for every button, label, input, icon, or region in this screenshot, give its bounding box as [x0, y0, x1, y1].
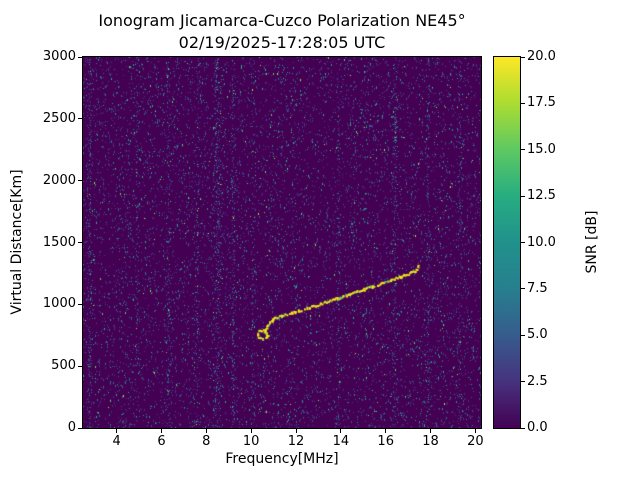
x-tick-mark [205, 429, 207, 433]
y-tick-label: 1000 [42, 296, 76, 312]
y-tick-mark [78, 56, 82, 58]
x-tick-label: 20 [467, 434, 484, 449]
x-tick-mark [474, 429, 476, 433]
y-tick-mark [78, 180, 82, 182]
colorbar-tick-label: 15.0 [527, 141, 556, 157]
y-tick-label: 0 [67, 420, 76, 435]
colorbar-tick-label: 7.5 [527, 280, 548, 296]
colorbar-tick-mark [521, 381, 525, 383]
y-tick-mark [78, 427, 82, 429]
x-axis-label: Frequency[MHz] [225, 451, 339, 467]
x-tick-label: 16 [377, 434, 394, 449]
chart-title: Ionogram Jicamarca-Cuzco Polarization NE… [98, 10, 465, 55]
y-tick-label: 3000 [42, 49, 76, 64]
x-tick-mark [385, 429, 387, 433]
colorbar-tick-label: 0.0 [527, 420, 548, 435]
colorbar-tick-label: 20.0 [527, 49, 556, 64]
x-tick-mark [295, 429, 297, 433]
colorbar-tick-label: 12.5 [527, 188, 556, 204]
colorbar-tick-mark [521, 102, 525, 104]
x-tick-label: 6 [157, 434, 166, 449]
colorbar-tick-label: 17.5 [527, 95, 556, 111]
chart-title-line2: 02/19/2025-17:28:05 UTC [178, 33, 386, 53]
x-tick-mark [160, 429, 162, 433]
colorbar-tick-mark [521, 195, 525, 197]
colorbar-gradient [494, 57, 520, 428]
x-tick-mark [116, 429, 118, 433]
colorbar-tick-label: 5.0 [527, 327, 548, 343]
plot-area [82, 56, 482, 429]
x-tick-label: 10 [242, 434, 260, 449]
x-tick-label: 14 [332, 434, 350, 449]
y-tick-mark [78, 303, 82, 305]
y-tick-label: 500 [51, 358, 76, 374]
colorbar-tick-mark [521, 149, 525, 151]
colorbar-tick-mark [521, 288, 525, 290]
colorbar-tick-mark [521, 427, 525, 429]
x-tick-mark [250, 429, 252, 433]
colorbar-tick-mark [521, 242, 525, 243]
colorbar-tick-mark [521, 334, 525, 336]
ionogram-heatmap [83, 57, 481, 428]
x-tick-label: 4 [112, 434, 121, 449]
x-tick-mark [430, 429, 432, 433]
x-tick-label: 12 [287, 434, 305, 449]
y-tick-mark [78, 242, 82, 243]
y-axis-label: Virtual Distance[Km] [9, 169, 25, 315]
y-tick-label: 2000 [42, 172, 76, 188]
y-tick-label: 1500 [42, 234, 76, 250]
y-tick-mark [78, 365, 82, 367]
y-tick-mark [78, 118, 82, 120]
colorbar-tick-label: 2.5 [527, 373, 548, 389]
x-tick-label: 18 [422, 434, 439, 449]
x-tick-label: 8 [202, 434, 211, 449]
colorbar [493, 56, 521, 429]
chart-title-line1: Ionogram Jicamarca-Cuzco Polarization NE… [98, 11, 466, 30]
colorbar-tick-mark [521, 56, 525, 58]
y-tick-label: 2500 [42, 110, 76, 126]
x-tick-mark [340, 429, 342, 433]
colorbar-tick-label: 10.0 [527, 234, 556, 250]
colorbar-label: SNR [dB] [584, 210, 600, 274]
